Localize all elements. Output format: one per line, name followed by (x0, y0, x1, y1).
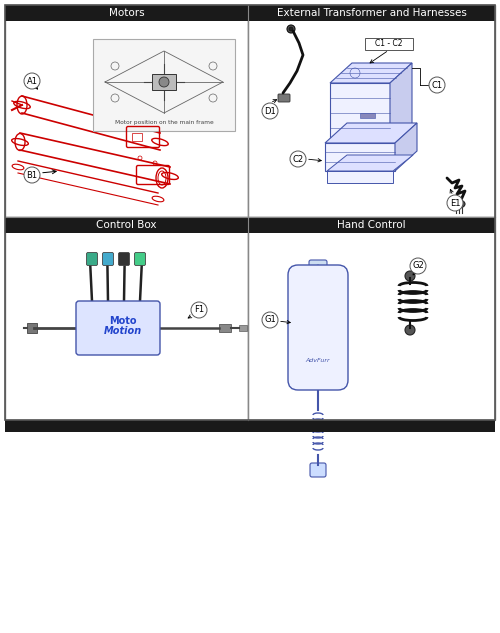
Text: G1: G1 (264, 315, 276, 325)
FancyBboxPatch shape (118, 253, 130, 265)
FancyBboxPatch shape (310, 463, 326, 477)
FancyBboxPatch shape (326, 308, 336, 318)
Bar (93, 39, 235, 131)
FancyBboxPatch shape (300, 295, 310, 305)
Circle shape (309, 317, 327, 335)
Bar (143, 307, 153, 313)
Bar (365, 38, 413, 50)
Bar (126, 307, 136, 313)
Circle shape (405, 271, 415, 281)
Circle shape (159, 77, 169, 87)
Bar (219, 324, 231, 332)
Bar (5, 5, 248, 21)
Bar (152, 74, 176, 90)
Text: F1: F1 (194, 306, 204, 315)
Polygon shape (330, 83, 390, 143)
Circle shape (447, 195, 463, 211)
Bar (132, 133, 142, 141)
Bar (5, 420, 495, 432)
Text: G2: G2 (412, 261, 424, 270)
Circle shape (429, 77, 445, 93)
FancyBboxPatch shape (313, 295, 323, 305)
Text: D1: D1 (264, 106, 276, 115)
Text: AdvFurr: AdvFurr (306, 358, 330, 363)
Circle shape (191, 302, 207, 318)
FancyBboxPatch shape (326, 295, 336, 305)
Text: Motor position on the main frame: Motor position on the main frame (114, 120, 214, 125)
Polygon shape (325, 143, 395, 171)
Circle shape (405, 325, 415, 335)
Polygon shape (330, 63, 412, 83)
Ellipse shape (453, 200, 465, 208)
Bar (109, 307, 119, 313)
Circle shape (24, 167, 40, 183)
Bar (248, 5, 495, 217)
Bar (5, 5, 495, 420)
Bar (360, 113, 375, 118)
Text: A1: A1 (26, 77, 38, 85)
FancyBboxPatch shape (313, 321, 323, 331)
Bar (27, 323, 37, 333)
FancyBboxPatch shape (313, 308, 323, 318)
Bar (5, 217, 248, 233)
Text: C1 - C2: C1 - C2 (375, 39, 403, 49)
FancyBboxPatch shape (300, 334, 310, 344)
Bar (248, 217, 495, 233)
Text: Motors: Motors (108, 8, 144, 18)
Circle shape (262, 103, 278, 119)
Text: C2: C2 (292, 154, 304, 163)
Text: Motion: Motion (104, 326, 142, 336)
Polygon shape (395, 123, 417, 171)
Bar (81, 318, 87, 338)
FancyBboxPatch shape (278, 94, 290, 102)
FancyBboxPatch shape (102, 253, 114, 265)
Circle shape (287, 25, 295, 33)
Text: C1: C1 (432, 80, 442, 89)
Circle shape (290, 151, 306, 167)
FancyBboxPatch shape (326, 334, 336, 344)
Text: E1: E1 (450, 199, 460, 208)
Bar (92, 307, 102, 313)
Text: B1: B1 (26, 170, 38, 180)
FancyBboxPatch shape (300, 321, 310, 331)
Circle shape (24, 73, 40, 89)
Polygon shape (390, 63, 412, 143)
Bar (248, 217, 495, 420)
Text: Hand Control: Hand Control (337, 220, 406, 230)
FancyBboxPatch shape (326, 321, 336, 331)
Bar (5, 217, 248, 420)
FancyBboxPatch shape (300, 308, 310, 318)
Polygon shape (327, 155, 413, 171)
Bar (83, 306, 153, 314)
Bar (239, 325, 247, 331)
Text: Moto: Moto (109, 316, 137, 326)
FancyBboxPatch shape (288, 265, 348, 390)
Text: External Transformer and Harnesses: External Transformer and Harnesses (276, 8, 466, 18)
Polygon shape (327, 171, 393, 183)
Circle shape (262, 312, 278, 328)
FancyBboxPatch shape (76, 301, 160, 355)
Bar (248, 5, 495, 21)
Bar (5, 5, 248, 217)
Bar (149, 318, 155, 338)
FancyBboxPatch shape (313, 334, 323, 344)
Circle shape (410, 258, 426, 274)
FancyBboxPatch shape (86, 253, 98, 265)
Circle shape (315, 265, 321, 271)
FancyBboxPatch shape (134, 253, 145, 265)
FancyBboxPatch shape (309, 260, 327, 276)
Polygon shape (325, 123, 417, 143)
Circle shape (289, 27, 293, 31)
Text: Control Box: Control Box (96, 220, 157, 230)
